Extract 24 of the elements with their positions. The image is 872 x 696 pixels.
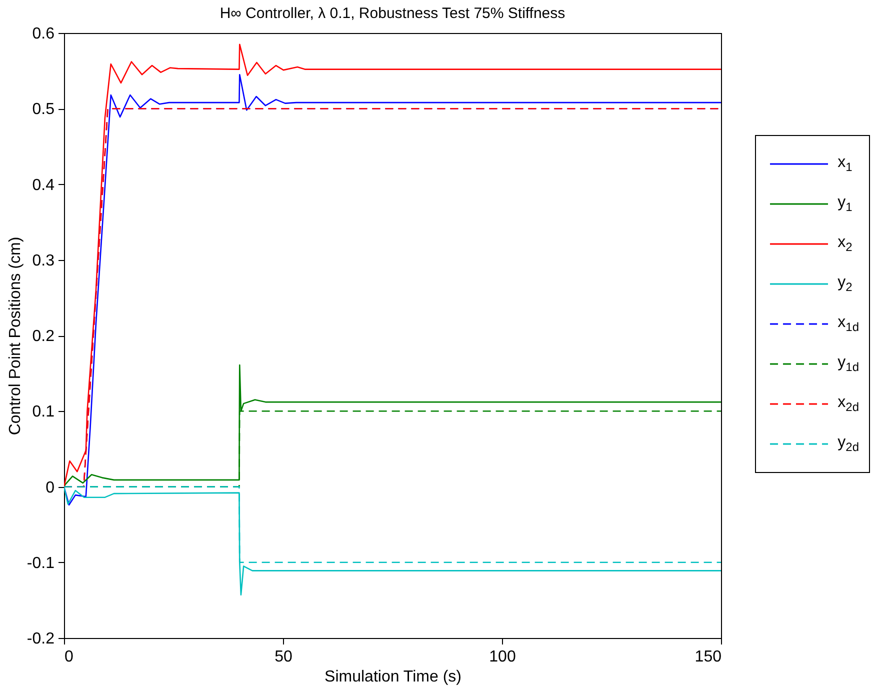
y-tick-label: -0.2 [26, 630, 55, 648]
x-tick-label: 150 [694, 648, 722, 666]
legend-label: x$_{2d}$ [838, 394, 859, 414]
legend-label: y$_{2}$ [838, 274, 852, 294]
legend-label: y$_{1d}$ [838, 354, 859, 374]
x-tick-label: 100 [489, 648, 516, 666]
legend-label: x$_{1}$ [838, 154, 852, 174]
y-tick-label: 0.3 [32, 252, 55, 270]
y-tick-label: 0.1 [32, 404, 55, 421]
x-tick-label: 50 [274, 648, 292, 666]
x-axis-title: Simulation Time (s) [324, 668, 462, 686]
legend-label: y$_{1}$ [838, 194, 852, 214]
y-axis-title: Control Point Positions (cm) [6, 236, 24, 436]
y-tick-label: 0.2 [32, 328, 55, 345]
chart-title: H∞ Controller, λ 0.1, Robustness Test 75% Stiffness [220, 5, 566, 22]
y-tick-label: 0.6 [32, 26, 55, 42]
y-tick-label: 0.5 [32, 101, 55, 118]
legend-label: y$_{2d}$ [838, 434, 859, 454]
y-tick-label: 0 [46, 479, 55, 496]
y-tick-label: -0.1 [26, 554, 55, 572]
legend-label: x$_{1d}$ [838, 314, 859, 334]
legend-label: x$_{2}$ [838, 234, 852, 254]
x-tick-label: 0 [64, 648, 74, 666]
y-tick-label: 0.4 [32, 176, 55, 194]
